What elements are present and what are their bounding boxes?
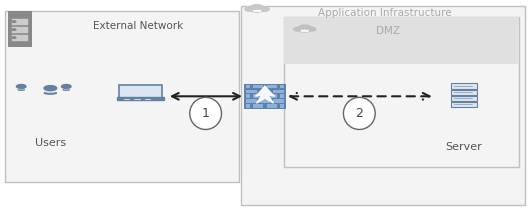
FancyBboxPatch shape bbox=[119, 85, 162, 98]
FancyBboxPatch shape bbox=[246, 99, 257, 103]
FancyBboxPatch shape bbox=[267, 95, 277, 98]
Text: 1: 1 bbox=[202, 107, 209, 120]
FancyBboxPatch shape bbox=[253, 9, 261, 12]
FancyBboxPatch shape bbox=[284, 17, 519, 64]
Ellipse shape bbox=[343, 97, 375, 129]
FancyBboxPatch shape bbox=[280, 95, 284, 98]
Circle shape bbox=[252, 8, 262, 12]
Text: Server: Server bbox=[445, 142, 482, 152]
FancyBboxPatch shape bbox=[253, 85, 263, 88]
FancyBboxPatch shape bbox=[5, 11, 238, 182]
FancyBboxPatch shape bbox=[273, 99, 284, 103]
FancyBboxPatch shape bbox=[273, 89, 284, 93]
FancyBboxPatch shape bbox=[280, 104, 284, 108]
FancyBboxPatch shape bbox=[280, 85, 284, 88]
FancyBboxPatch shape bbox=[284, 17, 519, 167]
FancyBboxPatch shape bbox=[450, 83, 477, 89]
FancyBboxPatch shape bbox=[12, 27, 28, 33]
FancyBboxPatch shape bbox=[246, 89, 257, 93]
Circle shape bbox=[301, 28, 309, 32]
Circle shape bbox=[259, 7, 269, 11]
FancyBboxPatch shape bbox=[450, 102, 477, 107]
Text: 2: 2 bbox=[356, 107, 363, 120]
Text: External Network: External Network bbox=[93, 21, 183, 31]
FancyBboxPatch shape bbox=[246, 95, 250, 98]
FancyBboxPatch shape bbox=[301, 29, 309, 32]
FancyBboxPatch shape bbox=[12, 19, 28, 25]
Circle shape bbox=[61, 85, 71, 88]
FancyBboxPatch shape bbox=[8, 11, 32, 47]
FancyBboxPatch shape bbox=[267, 85, 277, 88]
FancyBboxPatch shape bbox=[450, 89, 477, 95]
Circle shape bbox=[16, 85, 26, 88]
FancyBboxPatch shape bbox=[246, 85, 250, 88]
FancyBboxPatch shape bbox=[260, 99, 270, 103]
Text: DMZ: DMZ bbox=[376, 26, 400, 36]
FancyBboxPatch shape bbox=[253, 104, 263, 108]
FancyBboxPatch shape bbox=[12, 35, 28, 40]
Circle shape bbox=[294, 27, 303, 31]
Circle shape bbox=[245, 7, 255, 11]
FancyBboxPatch shape bbox=[260, 89, 270, 93]
FancyBboxPatch shape bbox=[246, 104, 250, 108]
Circle shape bbox=[250, 5, 264, 10]
FancyBboxPatch shape bbox=[253, 95, 263, 98]
Circle shape bbox=[298, 25, 311, 30]
Circle shape bbox=[306, 27, 316, 31]
Text: Users: Users bbox=[35, 138, 66, 148]
Text: Application Infrastructure: Application Infrastructure bbox=[318, 8, 452, 18]
FancyBboxPatch shape bbox=[117, 97, 164, 100]
FancyBboxPatch shape bbox=[450, 96, 477, 101]
Circle shape bbox=[44, 86, 57, 91]
Polygon shape bbox=[255, 86, 275, 103]
FancyBboxPatch shape bbox=[244, 84, 286, 109]
FancyBboxPatch shape bbox=[241, 6, 525, 205]
Ellipse shape bbox=[190, 97, 222, 129]
Circle shape bbox=[12, 29, 16, 30]
Circle shape bbox=[12, 37, 16, 38]
Circle shape bbox=[12, 21, 16, 22]
FancyBboxPatch shape bbox=[267, 104, 277, 108]
